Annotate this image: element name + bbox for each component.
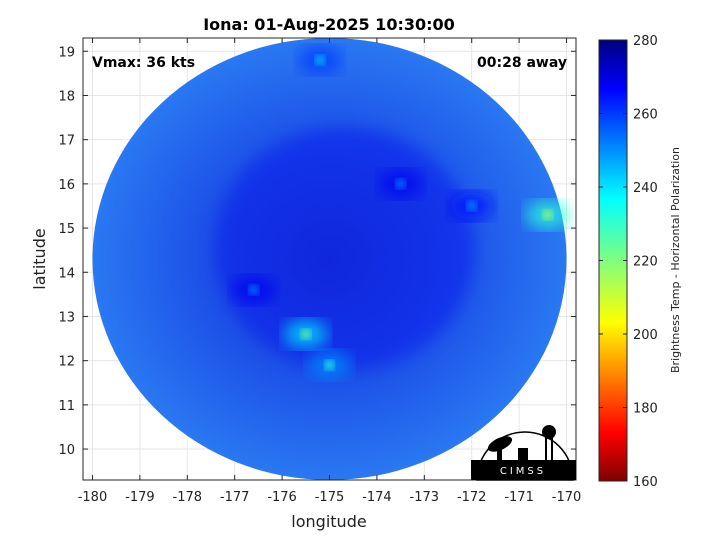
y-tick-label: 11 xyxy=(58,399,75,414)
y-tick-label: 18 xyxy=(58,89,75,104)
x-tick-label: -173 xyxy=(410,490,440,505)
y-tick-label: 13 xyxy=(58,310,75,325)
x-tick-label: -174 xyxy=(362,490,392,505)
feature-point xyxy=(324,360,335,371)
colorbar-tick-label: 260 xyxy=(633,108,658,123)
x-axis-label: longitude xyxy=(291,512,366,531)
colorbar-tick-label: 280 xyxy=(633,34,658,49)
colorbar-tick-label: 160 xyxy=(633,475,658,490)
feature-layer xyxy=(231,46,570,380)
feature-point xyxy=(315,55,326,66)
x-tick-label: -179 xyxy=(125,490,155,505)
x-tick-label: -176 xyxy=(267,490,297,505)
x-tick-label: -170 xyxy=(552,490,582,505)
swath-core xyxy=(214,127,475,371)
feature-point xyxy=(248,284,259,295)
x-tick-label: -180 xyxy=(78,490,108,505)
swath-layer xyxy=(92,38,567,480)
y-tick-label: 10 xyxy=(58,443,75,458)
feature-point xyxy=(542,209,553,220)
water-tower-icon xyxy=(542,425,556,439)
y-ticks: 10 11 12 13 14 15 16 17 18 19 xyxy=(58,45,576,458)
y-tick-label: 14 xyxy=(58,266,75,281)
colorbar-tick-label: 180 xyxy=(633,402,658,417)
x-tick-label: -175 xyxy=(315,490,345,505)
colorbar-tick-label: 200 xyxy=(633,328,658,343)
vmax-annotation: Vmax: 36 kts xyxy=(92,55,195,71)
x-tick-label: -178 xyxy=(173,490,203,505)
colorbar xyxy=(598,39,628,482)
y-tick-label: 19 xyxy=(58,45,75,60)
y-tick-label: 15 xyxy=(58,222,75,237)
colorbar-ticks: 160 180 200 220 240 260 280 xyxy=(599,34,658,490)
x-ticks: -180 -179 -178 -177 -176 -175 -174 -173 -172 -171… xyxy=(78,38,582,505)
colorbar-tick-label: 220 xyxy=(633,255,658,270)
x-tick-label: -172 xyxy=(457,490,487,505)
colorbar-tick-label: 240 xyxy=(633,181,658,196)
satellite-dish-icon xyxy=(487,436,513,452)
logo-text: CIMSS xyxy=(500,466,546,477)
y-axis-label: latitude xyxy=(30,228,49,289)
feature-point xyxy=(395,178,406,189)
y-tick-label: 16 xyxy=(58,178,75,193)
feature-point xyxy=(466,200,477,211)
colorbar-label: Brightness Temp - Horizontal Polarizatio… xyxy=(669,147,682,373)
y-tick-label: 12 xyxy=(58,355,75,370)
chart-title: Iona: 01-Aug-2025 10:30:00 xyxy=(203,15,455,34)
y-tick-label: 17 xyxy=(58,134,75,149)
time-away-annotation: 00:28 away xyxy=(477,55,567,71)
x-tick-label: -171 xyxy=(504,490,534,505)
feature-point xyxy=(300,329,311,340)
x-tick-label: -177 xyxy=(220,490,250,505)
cimss-logo: CIMSS xyxy=(471,425,576,481)
